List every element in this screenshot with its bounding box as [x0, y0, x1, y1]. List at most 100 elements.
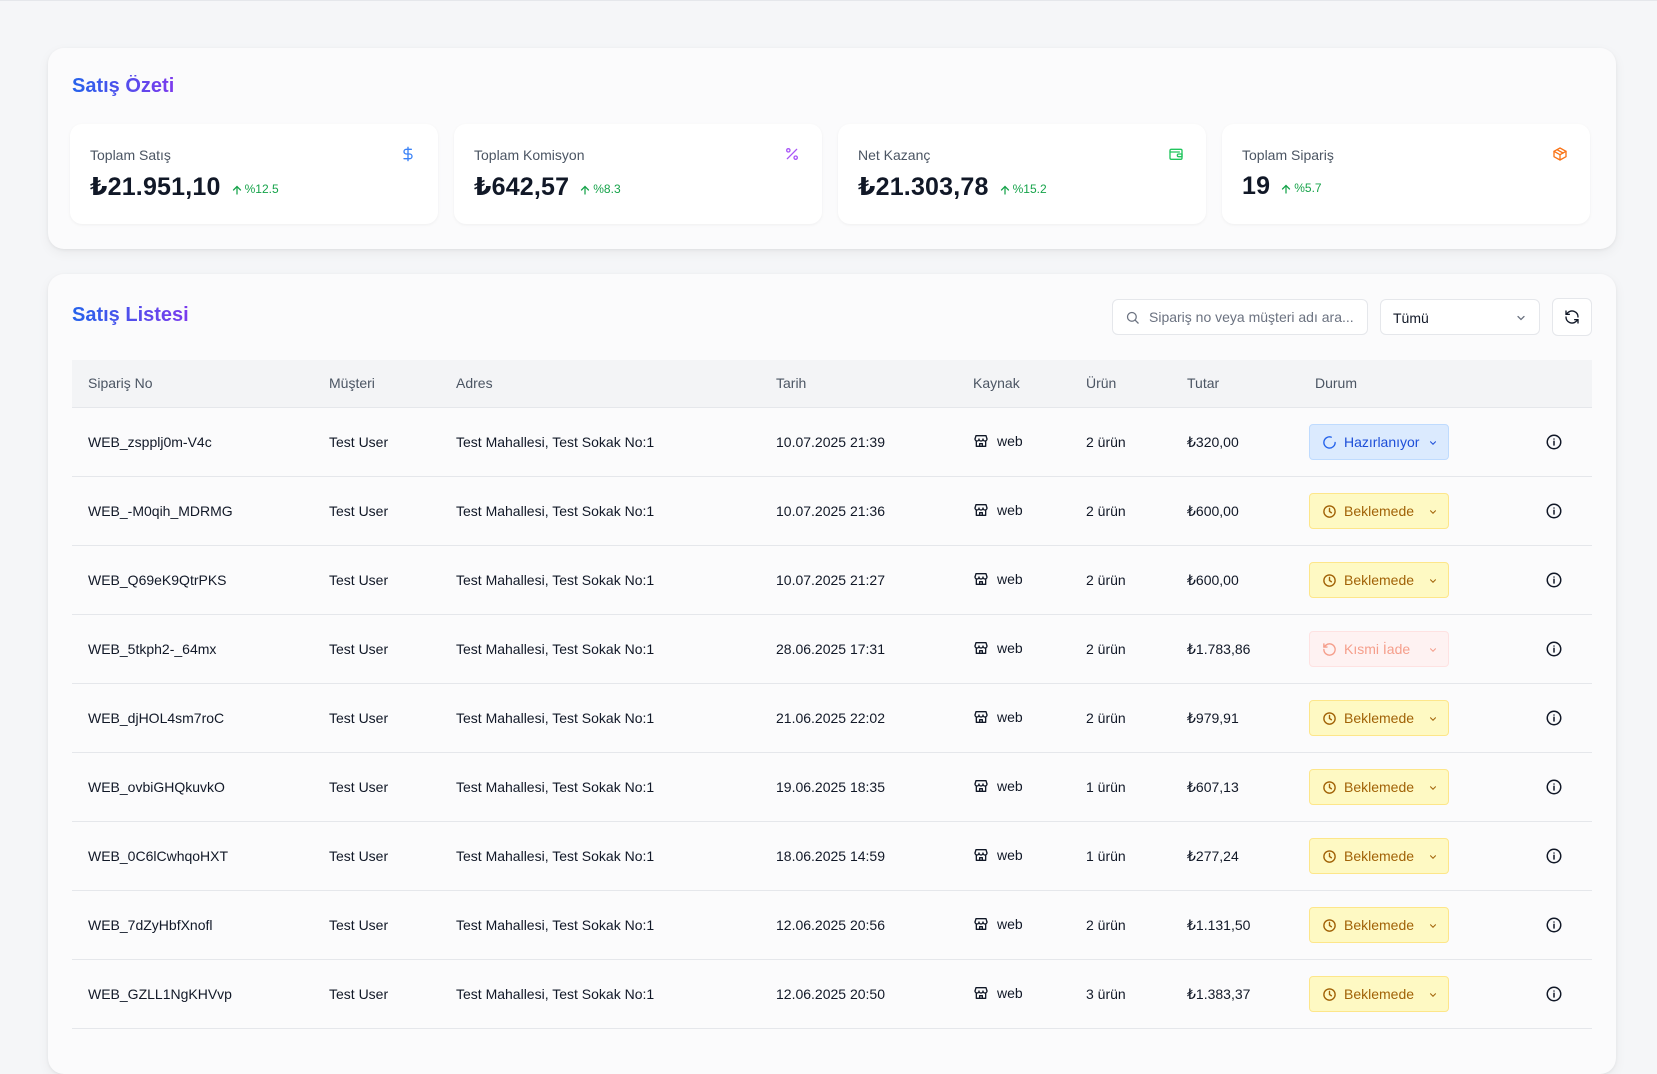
address: Test Mahallesi, Test Sokak No:1: [456, 917, 655, 933]
order-number: WEB_ovbiGHQkuvkO: [88, 779, 225, 795]
table-row[interactable]: WEB_7dZyHbfXnofl Test User Test Mahalles…: [72, 891, 1592, 960]
column-header-status[interactable]: Durum: [1315, 375, 1358, 391]
column-header-address[interactable]: Adres: [456, 375, 493, 391]
source: web: [973, 778, 1023, 794]
source: web: [973, 640, 1023, 656]
info-icon[interactable]: [1545, 847, 1563, 865]
undo-icon: [1322, 642, 1337, 657]
status-label: Hazırlanıyor: [1344, 434, 1420, 450]
status-dropdown[interactable]: Beklemede: [1309, 562, 1449, 598]
address: Test Mahallesi, Test Sokak No:1: [456, 641, 655, 657]
table-row[interactable]: WEB_0C6lCwhqoHXT Test User Test Mahalles…: [72, 822, 1592, 891]
status-dropdown[interactable]: Beklemede: [1309, 700, 1449, 736]
search-box[interactable]: [1112, 299, 1368, 335]
column-header-order-no[interactable]: Sipariş No: [88, 375, 153, 391]
status-label: Beklemede: [1344, 917, 1415, 933]
store-icon: [974, 504, 988, 516]
arrow-up-icon: [232, 185, 241, 195]
status-label: Beklemede: [1344, 986, 1415, 1002]
info-icon[interactable]: [1545, 571, 1563, 589]
sales-list-card: Satış Listesi Tümü Sipariş No Müşteri Ad…: [48, 274, 1616, 1074]
package-icon: [1550, 144, 1570, 164]
source-label: web: [997, 433, 1023, 449]
stat-value: ₺21.303,78: [858, 173, 989, 201]
stat-change: %15.2: [999, 182, 1047, 196]
search-input[interactable]: [1149, 300, 1363, 334]
order-number: WEB_5tkph2-_64mx: [88, 641, 217, 657]
info-icon[interactable]: [1545, 640, 1563, 658]
info-icon[interactable]: [1545, 916, 1563, 934]
customer-name: Test User: [329, 779, 389, 795]
clock-icon: [1322, 780, 1337, 795]
table-row[interactable]: WEB_5tkph2-_64mx Test User Test Mahalles…: [72, 615, 1592, 684]
stat-value: 19: [1242, 172, 1271, 200]
column-header-source[interactable]: Kaynak: [973, 375, 1020, 391]
info-icon[interactable]: [1545, 778, 1563, 796]
refresh-button[interactable]: [1552, 298, 1592, 336]
chevron-down-icon: [1429, 717, 1437, 721]
source-label: web: [997, 571, 1023, 587]
order-number: WEB_zspplj0m-V4c: [88, 434, 212, 450]
order-date: 10.07.2025 21:39: [776, 434, 885, 450]
status-label: Beklemede: [1344, 710, 1415, 726]
stat-value: ₺642,57: [474, 173, 570, 201]
arrow-up-icon: [1282, 184, 1291, 194]
column-header-customer[interactable]: Müşteri: [329, 375, 375, 391]
info-icon[interactable]: [1545, 985, 1563, 1003]
address: Test Mahallesi, Test Sokak No:1: [456, 848, 655, 864]
item-count: 1 ürün: [1086, 848, 1126, 864]
item-count: 3 ürün: [1086, 986, 1126, 1002]
table-row[interactable]: WEB_ovbiGHQkuvkO Test User Test Mahalles…: [72, 753, 1592, 822]
order-amount: ₺979,91: [1187, 710, 1239, 726]
status-dropdown[interactable]: Kısmi İade: [1309, 631, 1449, 667]
status-label: Kısmi İade: [1344, 641, 1411, 657]
table-row[interactable]: WEB_-M0qih_MDRMG Test User Test Mahalles…: [72, 477, 1592, 546]
status-dropdown[interactable]: Beklemede: [1309, 976, 1449, 1012]
table-row[interactable]: WEB_GZLL1NgKHVvp Test User Test Mahalles…: [72, 960, 1592, 1029]
order-amount: ₺320,00: [1187, 434, 1239, 450]
customer-name: Test User: [329, 710, 389, 726]
stat-card-total-commission: Toplam Komisyon ₺642,57 %8.3: [454, 124, 822, 224]
info-icon[interactable]: [1545, 433, 1563, 451]
item-count: 2 ürün: [1086, 641, 1126, 657]
source-label: web: [997, 640, 1023, 656]
column-header-date[interactable]: Tarih: [776, 375, 807, 391]
loader-icon: [1322, 435, 1337, 450]
source: web: [973, 571, 1023, 587]
column-header-amount[interactable]: Tutar: [1187, 375, 1220, 391]
info-icon[interactable]: [1545, 502, 1563, 520]
status-filter-select[interactable]: Tümü: [1380, 299, 1540, 335]
chevron-down-icon: [1429, 855, 1437, 859]
store-icon: [974, 711, 988, 723]
clock-icon: [1322, 711, 1337, 726]
order-amount: ₺1.383,37: [1187, 986, 1251, 1002]
table-row[interactable]: WEB_djHOL4sm7roC Test User Test Mahalles…: [72, 684, 1592, 753]
clock-icon: [1322, 849, 1337, 864]
stat-card-total-orders: Toplam Sipariş 19 %5.7: [1222, 124, 1590, 224]
status-dropdown[interactable]: Hazırlanıyor: [1309, 424, 1449, 460]
order-number: WEB_Q69eK9QtrPKS: [88, 572, 227, 588]
store-icon: [974, 573, 988, 585]
clock-icon: [1322, 504, 1337, 519]
column-header-items[interactable]: Ürün: [1086, 375, 1117, 391]
address: Test Mahallesi, Test Sokak No:1: [456, 986, 655, 1002]
table-row[interactable]: WEB_Q69eK9QtrPKS Test User Test Mahalles…: [72, 546, 1592, 615]
status-dropdown[interactable]: Beklemede: [1309, 907, 1449, 943]
search-icon: [1126, 311, 1139, 324]
status-dropdown[interactable]: Beklemede: [1309, 769, 1449, 805]
item-count: 2 ürün: [1086, 917, 1126, 933]
order-date: 12.06.2025 20:56: [776, 917, 885, 933]
status-dropdown[interactable]: Beklemede: [1309, 838, 1449, 874]
table-row[interactable]: WEB_zspplj0m-V4c Test User Test Mahalles…: [72, 408, 1592, 477]
source: web: [973, 847, 1023, 863]
source-label: web: [997, 916, 1023, 932]
status-filter-value: Tümü: [1393, 310, 1429, 326]
customer-name: Test User: [329, 917, 389, 933]
sales-summary-card: Satış Özeti Toplam Satış ₺21.951,10 %12.…: [48, 48, 1616, 249]
order-date: 10.07.2025 21:36: [776, 503, 885, 519]
item-count: 2 ürün: [1086, 572, 1126, 588]
status-dropdown[interactable]: Beklemede: [1309, 493, 1449, 529]
list-title: Satış Listesi: [72, 304, 189, 326]
order-date: 21.06.2025 22:02: [776, 710, 885, 726]
info-icon[interactable]: [1545, 709, 1563, 727]
